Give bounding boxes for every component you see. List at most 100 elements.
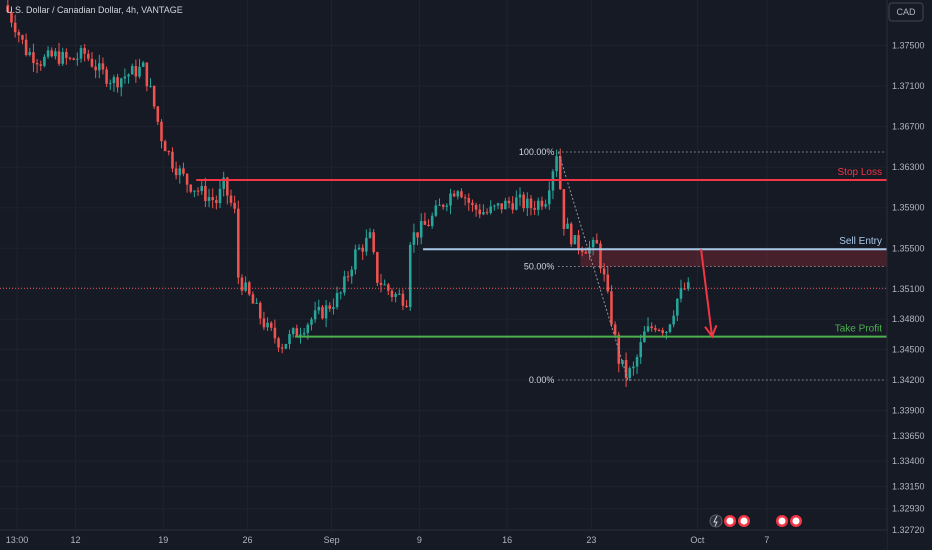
candle-body <box>676 298 679 316</box>
candle-body <box>343 276 346 293</box>
candle-body <box>639 342 643 358</box>
candle-body <box>306 324 310 333</box>
candle-body <box>456 191 460 197</box>
fib-level-label: 50.00% <box>524 262 555 272</box>
us-flag-inner-icon <box>726 517 734 525</box>
candle-body <box>533 208 536 210</box>
candle-body <box>185 173 189 185</box>
candle-body <box>339 292 343 294</box>
sell-zone <box>580 249 887 267</box>
candle-body <box>346 276 350 278</box>
candle-body <box>138 66 141 77</box>
candle-body <box>558 156 562 190</box>
candle-body <box>193 190 196 192</box>
candle-body <box>145 62 149 87</box>
candle-body <box>310 319 313 325</box>
candle-body <box>149 85 152 87</box>
candle-body <box>544 204 547 207</box>
candle-body <box>116 77 119 88</box>
x-tick-label: 12 <box>71 535 81 545</box>
candle-body <box>134 66 138 77</box>
candle-body <box>591 239 595 248</box>
x-tick-label: 13:00 <box>6 535 29 545</box>
candle-body <box>365 237 368 252</box>
candle-body <box>668 324 672 332</box>
candle-body <box>141 62 145 67</box>
time-axis: 13:00 12 19 26 Sep 9 16 23 Oct 7 <box>6 535 770 545</box>
candlestick-series <box>6 0 690 387</box>
fib-level-label: 100.00% <box>519 147 555 157</box>
candle-body <box>273 327 277 339</box>
candle-body <box>130 66 134 75</box>
candle-body <box>313 310 317 320</box>
candle-body <box>507 200 511 204</box>
candle-body <box>83 48 86 54</box>
candle-body <box>291 328 295 335</box>
currency-button[interactable]: CAD <box>888 2 924 22</box>
x-tick-label: Sep <box>324 535 340 545</box>
economic-events[interactable] <box>709 514 802 528</box>
candle-body <box>518 194 522 198</box>
lightning-icon[interactable] <box>709 514 723 528</box>
lightning-glyph <box>713 515 718 527</box>
candle-body <box>602 268 606 275</box>
candle-body <box>387 284 390 291</box>
grid-lines <box>0 0 887 531</box>
candle-body <box>167 151 171 153</box>
projection-arrow-head <box>704 324 718 339</box>
candle-body <box>357 247 361 250</box>
candle-body <box>657 329 661 331</box>
candle-body <box>496 203 500 206</box>
candle-body <box>119 78 123 88</box>
x-tick-label: 7 <box>764 535 769 545</box>
y-tick-label: 1.36300 <box>892 162 925 172</box>
candle-body <box>478 209 482 215</box>
candle-body <box>101 63 105 70</box>
candle-body <box>350 269 353 277</box>
price-axis-panel[interactable] <box>887 0 932 550</box>
candle-body <box>284 344 288 349</box>
candle-body <box>189 184 193 192</box>
time-axis-panel[interactable] <box>0 530 887 550</box>
x-tick-label: 23 <box>586 535 596 545</box>
candle-body <box>460 191 463 198</box>
candle-body <box>526 198 529 209</box>
candle-body <box>686 282 690 289</box>
candle-body <box>610 291 613 325</box>
candle-body <box>595 239 599 244</box>
candle-body <box>566 223 569 229</box>
x-tick-label: 19 <box>158 535 168 545</box>
candle-body <box>57 51 61 64</box>
candle-body <box>390 290 394 297</box>
candle-body <box>471 202 474 205</box>
candle-body <box>441 204 445 207</box>
candle-body <box>98 63 101 71</box>
candle-body <box>438 204 441 206</box>
candle-body <box>617 334 621 364</box>
candle-body <box>295 328 299 336</box>
candle-body <box>467 198 471 203</box>
y-tick-label: 1.33650 <box>892 431 925 441</box>
candle-body <box>321 306 324 319</box>
candle-body <box>449 193 452 206</box>
y-tick-label: 1.32930 <box>892 504 925 514</box>
candle-body <box>679 288 683 299</box>
candle-body <box>229 195 233 203</box>
candle-body <box>211 197 214 201</box>
candle-body <box>328 305 332 309</box>
projection-arrow-shaft[interactable] <box>700 249 714 337</box>
y-tick-label: 1.35100 <box>892 284 925 294</box>
candle-body <box>621 360 624 364</box>
candle-body <box>537 200 540 210</box>
candle-body <box>493 205 496 207</box>
candle-body <box>39 64 43 66</box>
candle-body <box>628 368 632 378</box>
candle-body <box>288 334 291 345</box>
candle-body <box>577 235 580 249</box>
candle-body <box>661 330 664 334</box>
candle-body <box>251 294 255 304</box>
candle-body <box>504 200 507 210</box>
candle-body <box>152 85 156 107</box>
candle-body <box>397 293 401 295</box>
